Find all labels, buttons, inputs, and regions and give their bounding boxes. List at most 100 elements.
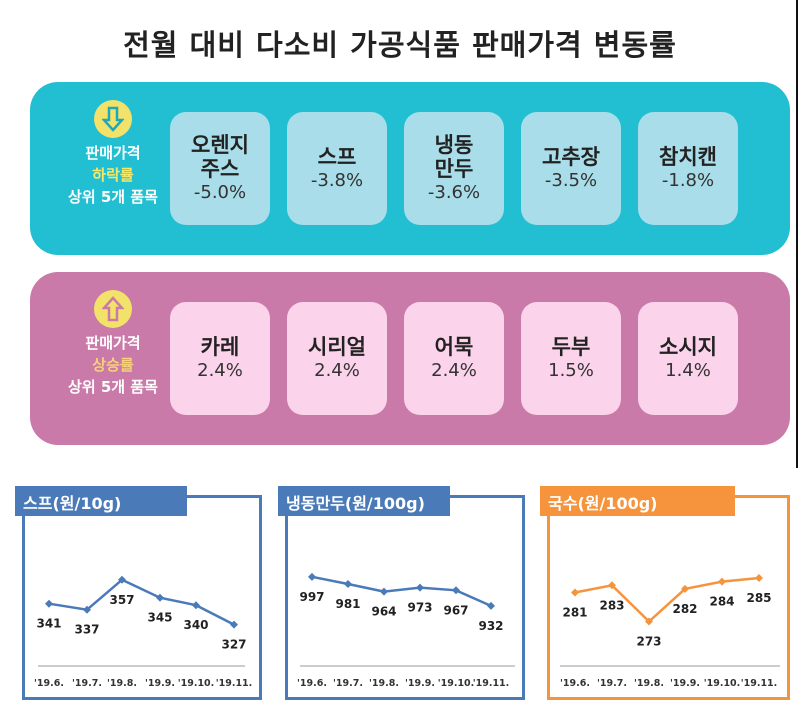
data-label: 357 bbox=[109, 593, 134, 607]
data-label: 327 bbox=[221, 638, 246, 652]
data-point bbox=[230, 620, 238, 629]
item-card: 어묵 2.4% bbox=[404, 302, 504, 415]
x-tick-label: '19.7. bbox=[72, 678, 102, 689]
data-label: 281 bbox=[562, 606, 587, 620]
arrow-down-icon bbox=[94, 100, 132, 138]
data-label: 932 bbox=[478, 619, 503, 633]
item-value: 2.4% bbox=[431, 359, 477, 381]
series-line bbox=[48, 578, 235, 626]
item-card: 소시지 1.4% bbox=[638, 302, 738, 415]
item-value: -1.8% bbox=[661, 169, 715, 191]
item-card: 참치캔 -1.8% bbox=[638, 112, 738, 225]
x-tick-label: '19.7. bbox=[597, 678, 627, 689]
data-point bbox=[452, 586, 460, 595]
item-value: -3.5% bbox=[544, 169, 598, 191]
item-name: 스프 bbox=[317, 144, 357, 169]
x-tick-label: '19.10. bbox=[438, 678, 475, 689]
chart-noodle: 국수(원/100g) bbox=[540, 486, 790, 700]
item-name: 카레 bbox=[200, 334, 240, 359]
data-point bbox=[571, 588, 579, 597]
x-tick-label: '19.8. bbox=[634, 678, 664, 689]
item-name: 어묵 bbox=[434, 334, 474, 359]
increase-panel: 판매가격 상승률 상위 5개 품목 카레 2.4% 시리얼 2.4% 어묵 2.4% 두부 1… bbox=[30, 272, 790, 445]
item-card: 두부 1.5% bbox=[521, 302, 621, 415]
data-label: 284 bbox=[709, 595, 734, 609]
item-card: 고추장 -3.5% bbox=[521, 112, 621, 225]
chart-title: 국수(원/100g) bbox=[540, 486, 735, 516]
x-tick-label: '19.8. bbox=[107, 678, 137, 689]
data-point bbox=[416, 583, 424, 592]
item-card: 스프 -3.8% bbox=[287, 112, 387, 225]
item-card: 오렌지 주스 -5.0% bbox=[170, 112, 270, 225]
data-point bbox=[192, 601, 200, 610]
x-tick-label: '19.11. bbox=[741, 678, 778, 689]
label-line2: 하락률 bbox=[92, 166, 134, 184]
x-tick-label: '19.7. bbox=[333, 678, 363, 689]
item-name: 참치캔 bbox=[659, 144, 717, 169]
x-tick-label: '19.9. bbox=[145, 678, 175, 689]
data-point bbox=[308, 572, 316, 581]
data-label: 973 bbox=[407, 601, 432, 615]
chart-soup: 스프(원/10g) bbox=[15, 486, 262, 700]
item-card: 카레 2.4% bbox=[170, 302, 270, 415]
arrow-up-icon bbox=[94, 290, 132, 328]
item-value: 2.4% bbox=[197, 359, 243, 381]
item-value: -3.6% bbox=[427, 181, 481, 203]
label-line1: 판매가격 bbox=[85, 144, 141, 162]
data-point bbox=[156, 593, 164, 602]
item-name: 냉동 만두 bbox=[434, 132, 474, 181]
data-point bbox=[344, 579, 352, 588]
data-point bbox=[83, 605, 91, 614]
data-label: 285 bbox=[746, 591, 771, 605]
data-label: 340 bbox=[183, 618, 208, 632]
item-value: 1.5% bbox=[548, 359, 594, 381]
data-point bbox=[755, 574, 763, 582]
item-name: 시리얼 bbox=[308, 334, 366, 359]
label-line2: 상승률 bbox=[92, 356, 134, 374]
item-value: -5.0% bbox=[193, 181, 247, 203]
increase-label: 판매가격 상승률 상위 5개 품목 bbox=[48, 290, 178, 398]
x-tick-label: '19.9. bbox=[670, 678, 700, 689]
data-label: 964 bbox=[371, 605, 396, 619]
x-tick-label: '19.11. bbox=[473, 678, 510, 689]
item-name: 오렌지 주스 bbox=[191, 132, 249, 181]
data-label: 337 bbox=[74, 623, 99, 637]
x-tick-label: '19.6. bbox=[297, 678, 327, 689]
x-tick-label: '19.6. bbox=[560, 678, 590, 689]
label-line3: 상위 5개 품목 bbox=[68, 378, 158, 396]
x-tick-label: '19.9. bbox=[405, 678, 435, 689]
x-tick-label: '19.11. bbox=[216, 678, 253, 689]
chart-title: 스프(원/10g) bbox=[15, 486, 187, 516]
data-point bbox=[118, 575, 126, 584]
data-label: 345 bbox=[147, 611, 172, 625]
page-title: 전월 대비 다소비 가공식품 판매가격 변동률 bbox=[123, 28, 677, 62]
data-point bbox=[487, 601, 495, 610]
item-value: -3.8% bbox=[310, 169, 364, 191]
item-card: 냉동 만두 -3.6% bbox=[404, 112, 504, 225]
x-tick-label: '19.6. bbox=[34, 678, 64, 689]
decrease-label: 판매가격 하락률 상위 5개 품목 bbox=[48, 100, 178, 208]
data-label: 981 bbox=[335, 597, 360, 611]
label-line3: 상위 5개 품목 bbox=[68, 188, 158, 206]
data-label: 282 bbox=[672, 602, 697, 616]
chart-frozen-dumpling: 냉동만두(원/100g) bbox=[278, 486, 525, 700]
data-label: 273 bbox=[636, 635, 661, 649]
item-value: 1.4% bbox=[665, 359, 711, 381]
data-point bbox=[681, 584, 689, 593]
data-label: 997 bbox=[299, 590, 324, 604]
item-value: 2.4% bbox=[314, 359, 360, 381]
item-card: 시리얼 2.4% bbox=[287, 302, 387, 415]
data-label: 341 bbox=[36, 617, 61, 631]
data-point bbox=[645, 617, 653, 626]
item-name: 두부 bbox=[551, 334, 591, 359]
data-label: 283 bbox=[599, 598, 624, 612]
item-name: 고추장 bbox=[542, 144, 600, 169]
data-point bbox=[608, 581, 616, 590]
data-point bbox=[380, 587, 388, 596]
data-point bbox=[718, 577, 726, 586]
x-tick-label: '19.10. bbox=[704, 678, 741, 689]
decrease-panel: 판매가격 하락률 상위 5개 품목 오렌지 주스 -5.0% 스프 -3.8% 냉동 만… bbox=[30, 82, 790, 255]
series-line bbox=[574, 576, 760, 624]
data-label: 967 bbox=[443, 603, 468, 617]
